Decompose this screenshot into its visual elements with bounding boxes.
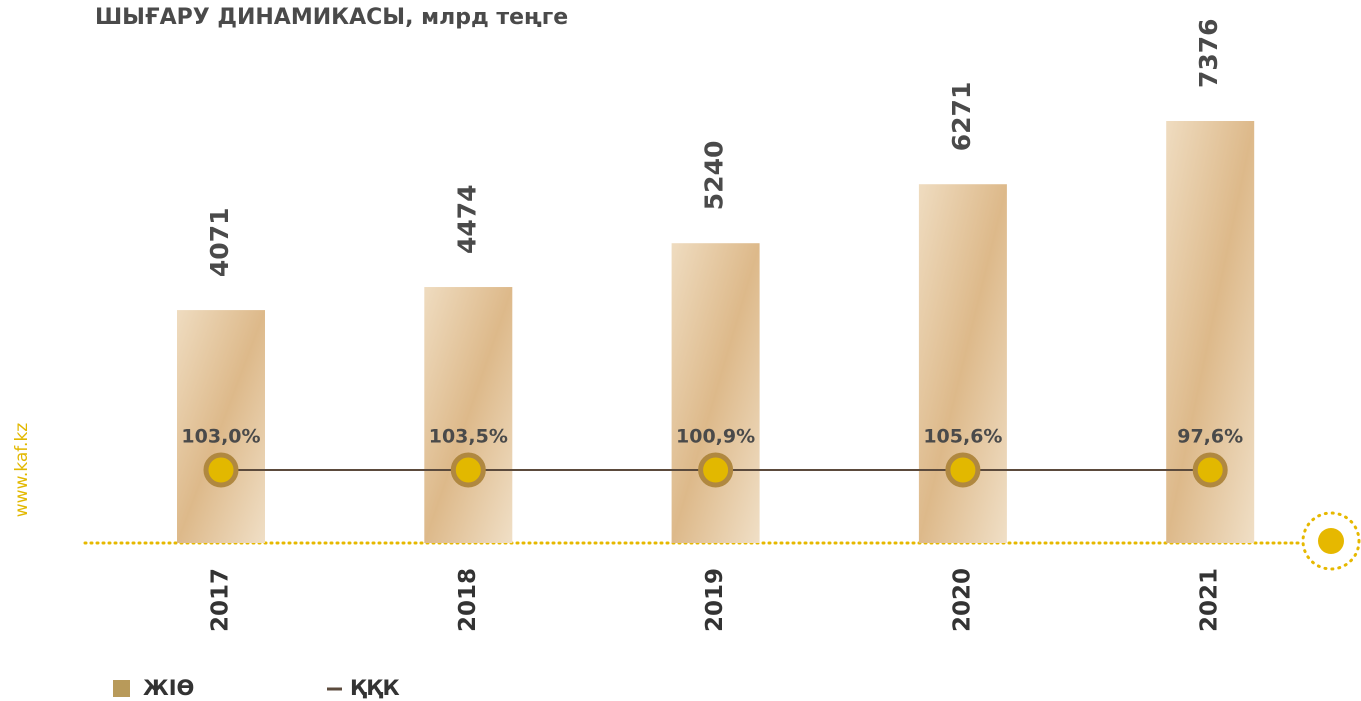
- legend-label: ҚҚК: [350, 676, 400, 700]
- value-label: 97,6%: [1177, 426, 1243, 448]
- value-label: 5240: [700, 141, 729, 211]
- x-tick-label: 2020: [949, 568, 975, 632]
- value-label: 100,9%: [676, 426, 755, 448]
- bar: [177, 310, 265, 543]
- deco-ring: [1301, 511, 1361, 571]
- chart-title: ШЫҒАРУ ДИНАМИКАСЫ, млрд теңге: [95, 5, 568, 30]
- value-label: 103,0%: [181, 426, 260, 448]
- value-label: 103,5%: [429, 426, 508, 448]
- deco-dot: [1318, 528, 1344, 554]
- point: [945, 452, 981, 488]
- bar: [918, 184, 1007, 543]
- x-tick-label: 2017: [208, 568, 234, 632]
- legend-label: ЖІӨ: [143, 676, 194, 700]
- value-label: 105,6%: [923, 426, 1002, 448]
- x-tick-label: 2021: [1197, 568, 1223, 632]
- value-label: 4474: [452, 184, 481, 254]
- source: www.kaf.kz: [12, 423, 32, 518]
- bar: [671, 243, 760, 544]
- value-label: 7376: [1194, 18, 1223, 88]
- value-label: 6271: [947, 82, 976, 152]
- point: [450, 452, 486, 488]
- point: [698, 452, 734, 488]
- bar: [424, 287, 513, 543]
- x-tick-label: 2018: [455, 568, 481, 632]
- legend-swatch: [113, 680, 130, 697]
- point: [1192, 452, 1228, 488]
- x-tick-label: 2019: [702, 568, 728, 632]
- value-label: 4071: [205, 207, 234, 277]
- point: [203, 452, 239, 488]
